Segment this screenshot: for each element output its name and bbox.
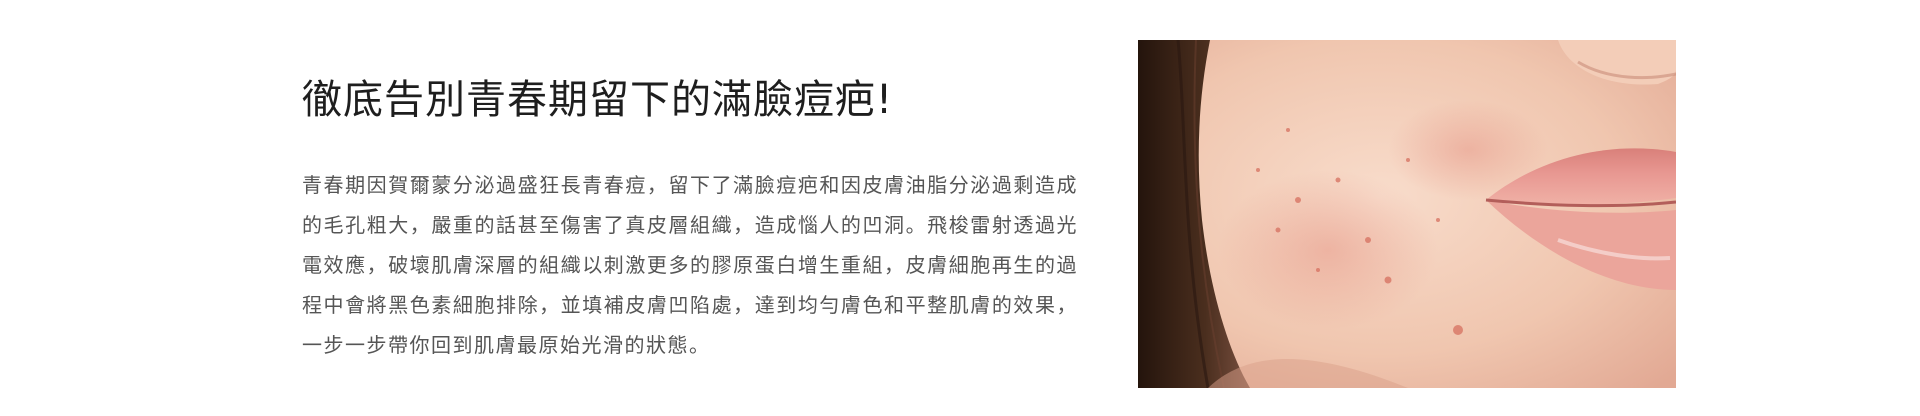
section-title: 徹底告別青春期留下的滿臉痘疤! [302, 77, 894, 123]
section-description: 青春期因賀爾蒙分泌過盛狂長青春痘，留下了滿臉痘疤和因皮膚油脂分泌過剩造成的毛孔粗… [302, 173, 1078, 357]
skin-closeup-image [1138, 40, 1676, 388]
text-column: 徹底告別青春期留下的滿臉痘疤! 青春期因賀爾蒙分泌過盛狂長青春痘，留下了滿臉痘疤… [302, 72, 1078, 365]
